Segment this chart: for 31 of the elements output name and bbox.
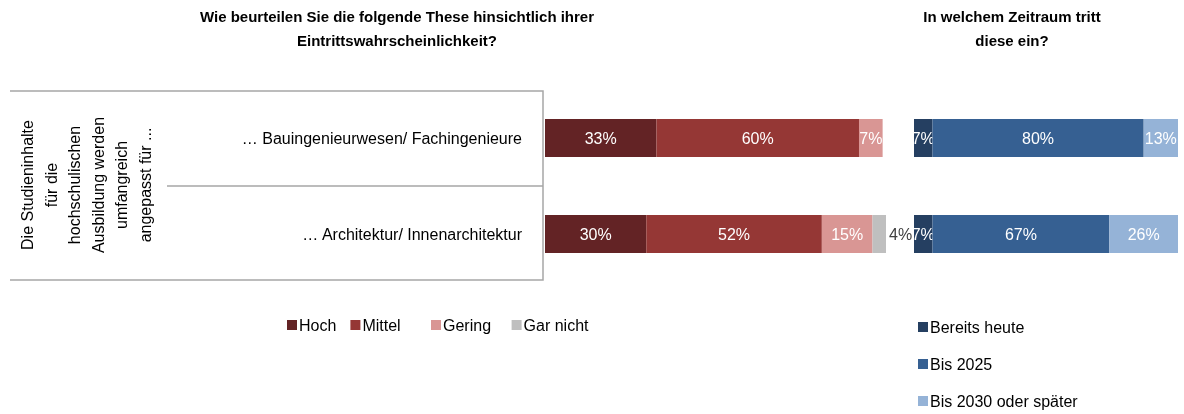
bar [545,215,647,253]
legend-label: Bis 2030 oder später [930,393,1079,410]
data-label: 15% [831,226,864,243]
data-label: 7% [859,130,883,147]
chart-title: In welchem Zeitraum tritt diese ein? [923,8,1101,49]
data-label: 30% [579,226,612,243]
data-label: 80% [1022,130,1055,147]
data-label: 4% [889,226,913,243]
data-label: 13% [1144,130,1177,147]
y-tick-label: … Bauingenieurwesen/ Fachingenieure [241,130,523,147]
legend-label: Bis 2025 [930,356,993,373]
bar [656,119,859,157]
bar [646,215,822,253]
legend-label: Hoch [299,317,337,334]
legend-label: Gering [443,317,492,334]
bar [872,215,886,253]
bar [932,215,1110,253]
data-label: 33% [584,130,617,147]
legend-label: Mittel [362,317,401,334]
bar [545,119,657,157]
bar [932,119,1144,157]
y-tick-label: … Architektur/ Innenarchitektur [302,226,523,243]
data-label: 26% [1127,226,1160,243]
data-label: 67% [1004,226,1037,243]
data-label: 60% [741,130,774,147]
legend-label: Gar nicht [523,317,590,334]
legend-label: Bereits heute [930,319,1025,336]
data-label: 52% [718,226,751,243]
text: Wie beurteilen Sie die folgende These hinsichtlich ihrer Eintrittswahrscheinlichkeit? [199,8,595,49]
bar [1109,215,1178,253]
y-axis-title: Die Studieninhalte für die hochschulischen Ausbildung werden umfangreich angepasst für ... [19,116,154,254]
